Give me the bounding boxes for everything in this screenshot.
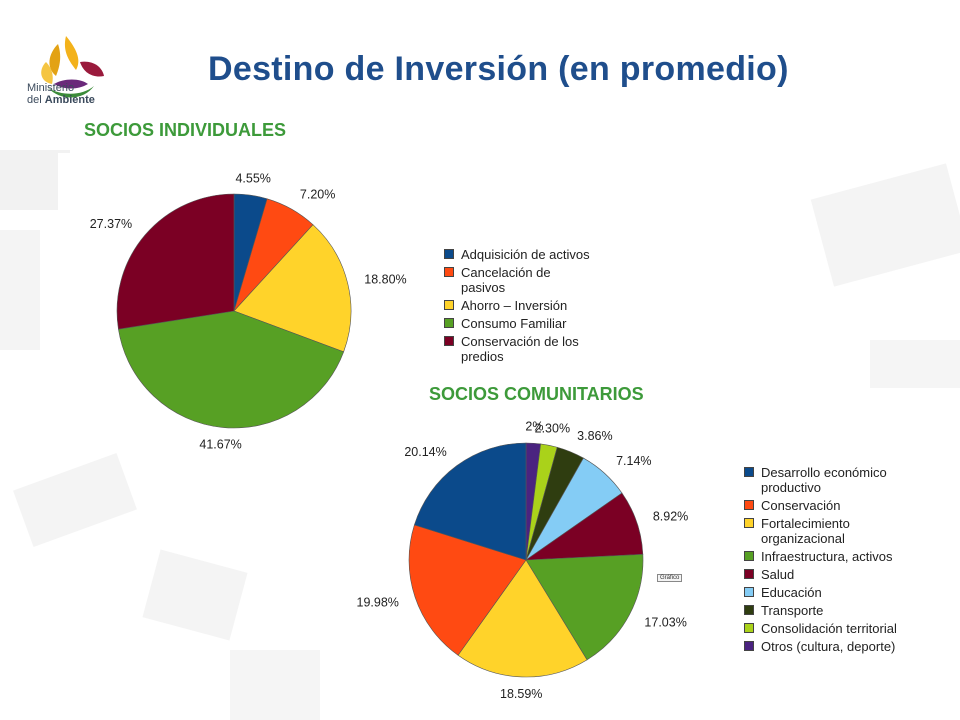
legend-item-comunitarios-3: Infraestructura, activos xyxy=(744,549,897,564)
legend-label: Infraestructura, activos xyxy=(761,549,893,564)
legend-swatch xyxy=(744,551,754,561)
individuales-data-label-0: 4.55% xyxy=(235,171,270,185)
individuales-slice-4 xyxy=(116,193,235,330)
page-title: Destino de Inversión (en promedio) xyxy=(208,50,789,88)
legend-item-comunitarios-1: Conservación xyxy=(744,498,897,513)
legend-swatch xyxy=(744,500,754,510)
legend-swatch xyxy=(444,300,454,310)
legend-item-comunitarios-6: Transporte xyxy=(744,603,897,618)
comunitarios-data-label-7: 19.98% xyxy=(357,596,399,610)
legend-item-individuales-1: Cancelación de pasivos xyxy=(444,265,590,295)
legend-swatch xyxy=(744,587,754,597)
logo-line1: Ministerio xyxy=(27,82,75,94)
legend-label: Conservación xyxy=(761,498,841,513)
legend-swatch xyxy=(444,318,454,328)
legend-swatch xyxy=(744,605,754,615)
ministerio-logo-icon xyxy=(41,36,104,98)
grafico-tag: Gráfico xyxy=(657,574,683,582)
legend-item-individuales-4: Conservación de los predios xyxy=(444,334,590,364)
legend-label: Consumo Familiar xyxy=(461,316,567,331)
chart-title-individuales: SOCIOS INDIVIDUALES xyxy=(84,120,287,140)
legend-swatch xyxy=(444,249,454,259)
legend-label: Cancelación de pasivos xyxy=(461,265,551,295)
bg-decoration xyxy=(0,230,40,350)
legend-swatch xyxy=(744,641,754,651)
legend-swatch xyxy=(744,467,754,477)
legend-label: Consolidación territorial xyxy=(761,621,897,636)
individuales-data-label-2: 18.80% xyxy=(364,273,406,287)
legend-label: Conservación de los predios xyxy=(461,334,579,364)
individuales-slice-2 xyxy=(233,224,352,353)
chart-title-comunitarios: SOCIOS COMUNITARIOS xyxy=(429,384,644,404)
legend-label: Ahorro – Inversión xyxy=(461,298,568,313)
legend-item-individuales-3: Consumo Familiar xyxy=(444,316,590,331)
individuales-data-label-4: 27.37% xyxy=(90,217,132,231)
comunitarios-slice-6 xyxy=(457,559,588,678)
logo-line2: del Ambiente xyxy=(27,94,95,106)
legend-item-comunitarios-0: Desarrollo económico productivo xyxy=(744,465,897,495)
individuales-data-label-1: 7.20% xyxy=(300,187,335,201)
comunitarios-data-label-0: 2% xyxy=(525,419,543,433)
comunitarios-data-label-4: 8.92% xyxy=(653,510,688,524)
legend-swatch xyxy=(744,518,754,528)
legend-swatch xyxy=(444,336,454,346)
bg-decoration xyxy=(230,650,320,720)
comunitarios-data-label-6: 18.59% xyxy=(500,687,542,701)
legend-individuales: Adquisición de activos Cancelación de pasi… xyxy=(444,247,590,367)
legend-item-comunitarios-8: Otros (cultura, deporte) xyxy=(744,639,897,654)
legend-swatch xyxy=(444,267,454,277)
legend-label: Educación xyxy=(761,585,822,600)
legend-swatch xyxy=(744,569,754,579)
legend-item-comunitarios-5: Educación xyxy=(744,585,897,600)
legend-label: Salud xyxy=(761,567,795,582)
legend-item-individuales-0: Adquisición de activos xyxy=(444,247,590,262)
legend-comunitarios: Desarrollo económico productivo Conservaci… xyxy=(744,465,897,657)
legend-item-comunitarios-4: Salud xyxy=(744,567,897,582)
comunitarios-data-label-8: 20.14% xyxy=(404,445,446,459)
comunitarios-data-label-1: 2.30% xyxy=(535,422,570,436)
legend-label: Transporte xyxy=(761,603,824,618)
legend-label: Otros (cultura, deporte) xyxy=(761,639,896,654)
legend-label: Adquisición de activos xyxy=(461,247,590,262)
logo-text: Ministerio del Ambiente xyxy=(27,82,95,106)
individuales-slice-3 xyxy=(118,310,345,429)
individuales-data-label-3: 41.67% xyxy=(199,437,241,451)
comunitarios-slice-7 xyxy=(408,524,527,656)
legend-swatch xyxy=(744,623,754,633)
comunitarios-slice-8 xyxy=(414,442,527,561)
comunitarios-data-label-5: 17.03% xyxy=(644,616,686,630)
comunitarios-data-label-3: 7.14% xyxy=(616,454,651,468)
legend-item-individuales-2: Ahorro – Inversión xyxy=(444,298,590,313)
legend-label: Fortalecimiento organizacional xyxy=(761,516,850,546)
legend-item-comunitarios-7: Consolidación territorial xyxy=(744,621,897,636)
comunitarios-data-label-2: 3.86% xyxy=(577,429,612,443)
comunitarios-slice-5 xyxy=(525,554,644,661)
legend-label: Desarrollo económico productivo xyxy=(761,465,887,495)
legend-item-comunitarios-2: Fortalecimiento organizacional xyxy=(744,516,897,546)
